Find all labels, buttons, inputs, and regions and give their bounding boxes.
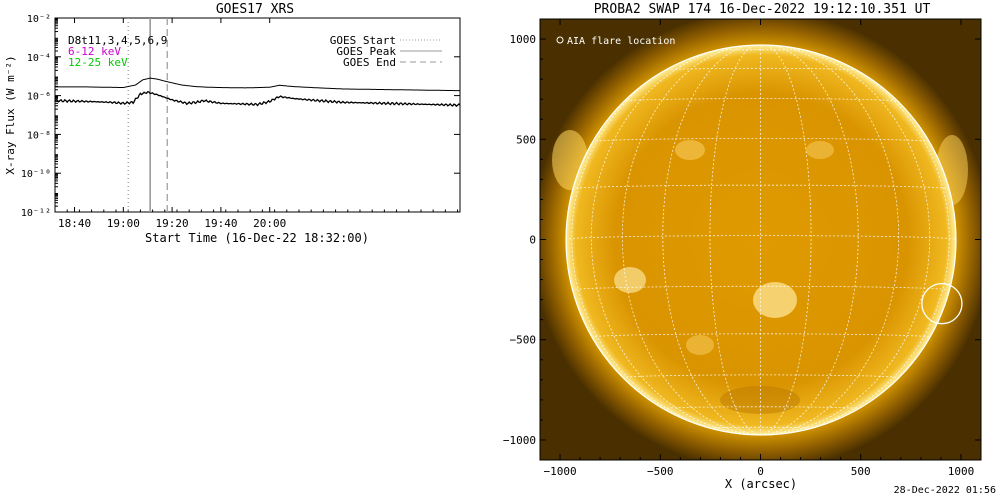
grid-longitude-line xyxy=(760,46,931,434)
grid-longitude-line xyxy=(760,46,812,434)
goes-series-6-12-kev xyxy=(55,77,460,92)
goes-chart-title: GOES17 XRS xyxy=(215,2,295,17)
grid-latitude-line xyxy=(622,98,899,102)
goes-legend: GOES Start GOES Peak GOES End xyxy=(330,34,442,69)
flare-legend-label: AIA flare location xyxy=(567,36,675,47)
goes-x-tick-label: 19:20 xyxy=(156,217,189,230)
goes-x-tick-label: 19:40 xyxy=(204,217,237,230)
legend-goes-start: GOES Start xyxy=(330,34,396,47)
solar-limb xyxy=(565,44,957,436)
active-region-northeast xyxy=(806,141,834,159)
active-region-southeast xyxy=(686,335,714,355)
active-region-east xyxy=(614,267,646,293)
goes-plot-frame xyxy=(54,17,461,213)
goes-channel-label-12-25: 12-25 keV xyxy=(68,56,128,69)
goes-channel-label-6-12: 6-12 keV xyxy=(68,45,121,58)
goes-series-12-25-kev xyxy=(54,90,461,108)
swap-image-title: PROBA2 SWAP 174 16-Dec-2022 19:12:10.351… xyxy=(593,2,931,17)
solar-disk xyxy=(566,45,956,435)
aia-flare-location-marker xyxy=(921,282,963,325)
grid-latitude-line xyxy=(571,285,950,291)
goes-y-tick-label: 10⁻⁶ xyxy=(27,92,51,103)
grid-longitude-line xyxy=(760,46,900,434)
swap-y-tick-label: 1000 xyxy=(510,33,537,46)
grid-latitude-line xyxy=(662,406,859,409)
goes-y-tick-label: 10⁻¹² xyxy=(21,208,51,219)
goes-x-tick-label: 20:00 xyxy=(253,217,286,230)
grid-longitude-line xyxy=(760,46,859,434)
legend-goes-peak: GOES Peak xyxy=(336,45,396,58)
swap-y-tick-label: 0 xyxy=(529,234,536,247)
swap-x-tick-label: 0 xyxy=(757,465,764,478)
grid-latitude-line xyxy=(571,184,950,190)
goes-x-tick-label: 18:40 xyxy=(58,217,91,230)
active-region-north xyxy=(675,140,705,160)
swap-x-tick-label: 1000 xyxy=(948,465,975,478)
goes-y-tick-label: 10⁻⁸ xyxy=(27,130,51,141)
active-region-center xyxy=(753,282,797,318)
goes-x-axis-label: Start Time (16-Dec-22 18:32:00) xyxy=(145,231,369,245)
swap-x-tick-label: 500 xyxy=(851,465,871,478)
goes-y-tick-label: 10⁻² xyxy=(27,14,51,25)
goes-xrs-chart: 18:40 19:00 19:20 19:40 20:00 10⁻¹² 10⁻¹⁰ 10⁻⁸ 1… xyxy=(4,14,461,245)
grid-longitude-line xyxy=(621,46,761,434)
swap-x-tick-label: −1000 xyxy=(543,465,576,478)
footer-timestamp: 28-Dec-2022 01:56 xyxy=(893,485,996,496)
flare-legend-icon xyxy=(556,36,564,44)
goes-y-tick-label: 10⁻⁴ xyxy=(27,53,51,64)
grid-longitude-line xyxy=(760,46,950,434)
goes-x-tick-label: 19:00 xyxy=(107,217,140,230)
grid-latitude-line xyxy=(590,333,931,338)
swap-x-axis-label: X (arcsec) xyxy=(725,477,797,491)
swap-y-tick-label: −500 xyxy=(510,334,537,347)
goes-instrument-label: D8t11,3,4,5,6,9 xyxy=(68,34,167,47)
grid-latitude-line xyxy=(591,137,930,142)
grid-longitude-line xyxy=(662,46,761,434)
grid-longitude-line xyxy=(571,46,761,434)
legend-goes-end: GOES End xyxy=(343,56,396,69)
grid-latitude-line xyxy=(567,235,955,240)
swap-y-tick-label: 500 xyxy=(516,133,536,146)
grid-longitude-line xyxy=(709,46,761,434)
swap-y-tick-label: −1000 xyxy=(503,434,536,447)
dark-region-south xyxy=(720,386,800,414)
grid-longitude-line xyxy=(590,46,761,434)
goes-y-axis-label: X-ray Flux (W m⁻²) xyxy=(4,55,17,174)
grid-latitude-line xyxy=(662,67,859,71)
swap-x-tick-label: −500 xyxy=(647,465,674,478)
goes-y-tick-label: 10⁻¹⁰ xyxy=(21,169,51,180)
